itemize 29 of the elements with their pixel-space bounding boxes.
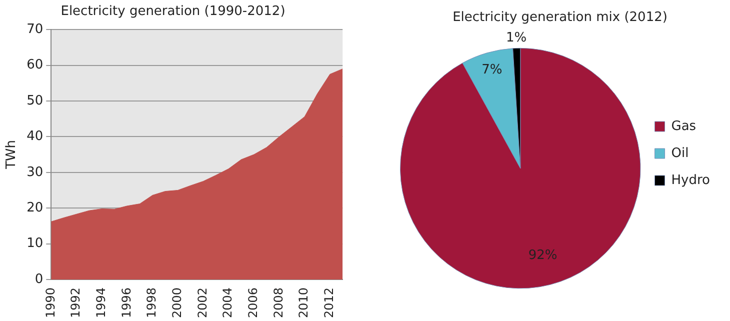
x-tick-label: 2000 <box>170 287 184 318</box>
y-tick-label: 70 <box>26 22 44 37</box>
y-tick-label: 60 <box>26 58 44 73</box>
data-label: 92% <box>528 248 558 263</box>
legend-label: Hydro <box>671 172 710 188</box>
legend-label: Gas <box>671 118 696 134</box>
data-label: 7% <box>482 62 502 78</box>
x-tick-label: 2004 <box>220 287 235 318</box>
data-label: 1% <box>506 30 527 46</box>
x-tick-label: 1994 <box>94 287 108 318</box>
y-tick-label: 20 <box>26 200 44 216</box>
y-tick-label: 50 <box>26 93 44 108</box>
y-tick-label: 10 <box>26 236 44 252</box>
y-tick-label: 40 <box>26 129 44 144</box>
x-tick-label: 2008 <box>271 287 286 318</box>
x-tick-label: 1996 <box>119 287 134 318</box>
legend-label: Oil <box>671 146 689 161</box>
y-tick-label: 30 <box>26 164 44 180</box>
x-tick-label: 2006 <box>246 287 260 318</box>
y-tick-label: 0 <box>34 272 44 287</box>
chart-title: Electricity generation mix (2012) <box>452 10 668 26</box>
y-axis-title: TWh <box>4 140 20 170</box>
chart-title: Electricity generation (1990-2012) <box>60 4 286 20</box>
x-tick-label: 2002 <box>195 287 210 318</box>
x-tick-label: 1998 <box>144 287 159 318</box>
x-tick-label: 1992 <box>68 287 83 318</box>
x-tick-label: 2010 <box>296 287 311 318</box>
x-tick-label: 2012 <box>322 287 336 318</box>
x-tick-label: 1990 <box>43 287 58 318</box>
